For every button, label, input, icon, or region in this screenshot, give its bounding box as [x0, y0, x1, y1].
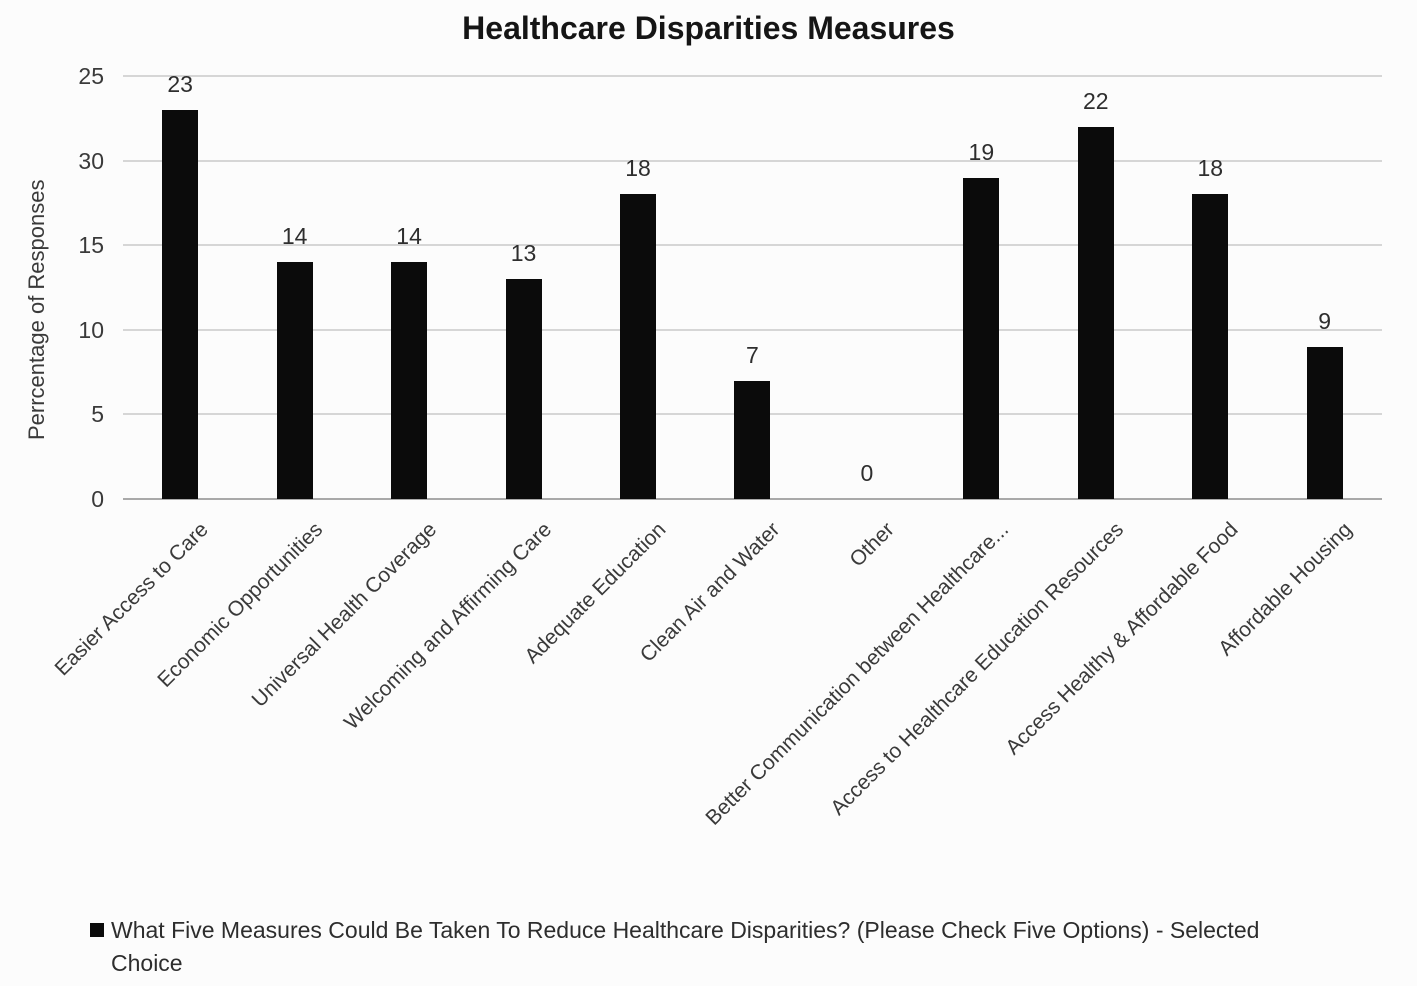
- x-category-label: Welcoming and Affirming Care: [339, 518, 556, 735]
- bar: [1306, 346, 1343, 499]
- bar-value-label: 0: [860, 460, 874, 486]
- legend-swatch-icon: [90, 923, 104, 937]
- bar-value-label: 14: [396, 223, 422, 250]
- y-gridline: [123, 75, 1382, 77]
- bar: [1077, 126, 1114, 499]
- bar: [734, 380, 771, 499]
- bar: [162, 109, 199, 499]
- y-gridline: [123, 244, 1382, 247]
- bar-value-label: 13: [510, 240, 537, 267]
- x-category-label: Other: [845, 518, 900, 572]
- y-tick-label: 0: [91, 486, 104, 512]
- bar-value-label: 14: [281, 223, 308, 250]
- y-gridline: [123, 159, 1382, 162]
- legend-label: What Five Measures Could Be Taken To Red…: [111, 917, 1260, 977]
- x-axis-line: [123, 498, 1382, 500]
- y-gridline: [123, 328, 1382, 331]
- y-tick-label: 25: [78, 63, 104, 89]
- x-category-label: Access Healthy & Affordable Food: [1001, 518, 1243, 760]
- bar: [276, 262, 313, 499]
- y-tick-label: 15: [78, 232, 104, 259]
- y-tick-label: 10: [78, 316, 104, 343]
- bar-value-label: 23: [167, 70, 193, 97]
- bar: [391, 262, 428, 499]
- bar: [963, 177, 1000, 499]
- bar-value-label: 19: [968, 138, 995, 165]
- bar-value-label: 9: [1318, 307, 1332, 334]
- x-category-label: Universal Health Coverage: [247, 518, 442, 712]
- y-tick-label: 5: [91, 401, 104, 428]
- bar: [1192, 194, 1229, 499]
- chart-title: Healthcare Disparities Measures: [462, 10, 955, 46]
- y-tick-label: 30: [78, 147, 104, 174]
- bar-value-label: 18: [625, 155, 651, 182]
- bar: [505, 279, 542, 499]
- bar-value-label: 7: [746, 341, 759, 368]
- bar-value-label: 18: [1197, 155, 1224, 182]
- bar-value-label: 22: [1083, 87, 1109, 114]
- bar: [620, 194, 656, 499]
- legend: What Five Measures Could Be Taken To Red…: [90, 914, 1350, 981]
